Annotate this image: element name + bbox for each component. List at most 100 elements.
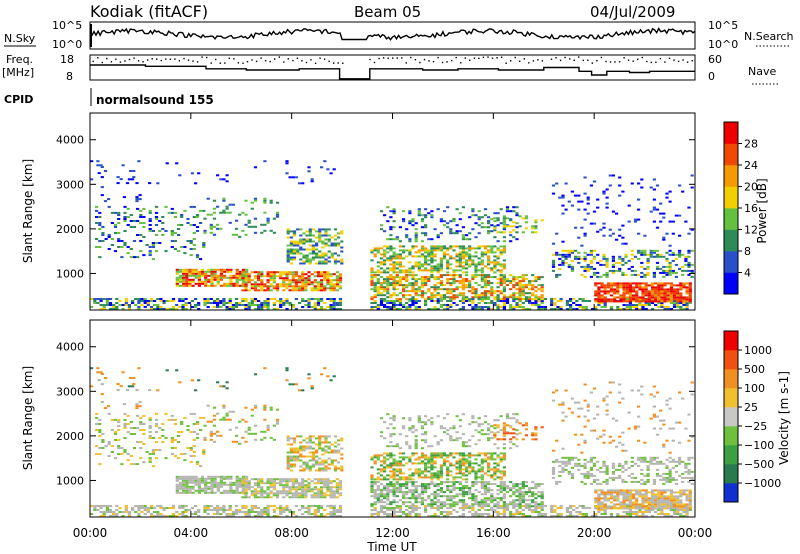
range-cell [307,511,311,513]
range-cell [414,507,418,509]
range-cell [490,286,494,289]
range-cell [154,216,159,218]
range-cell [304,273,308,276]
range-cell [442,458,447,461]
range-cell [452,464,456,467]
range-cell [398,515,402,517]
range-cell [625,298,629,300]
range-cell [315,230,319,233]
range-cell [430,214,434,217]
range-cell [499,292,503,295]
range-cell [398,269,402,272]
range-cell [311,465,315,468]
range-cell [170,437,174,439]
range-cell [502,225,506,228]
trace-dot [637,58,639,60]
range-cell [578,511,582,513]
range-cell [471,462,475,465]
range-cell [101,441,105,443]
range-cell [505,284,510,287]
range-cell [433,456,437,459]
range-cell [294,289,298,292]
range-cell [561,263,565,266]
range-cell [136,463,140,466]
range-cell [285,273,289,276]
range-cell [398,456,402,459]
range-cell [117,214,121,216]
range-cell [386,288,390,291]
range-cell [676,511,680,513]
range-cell [231,304,235,306]
range-cell [455,280,459,283]
range-cell [570,249,574,252]
range-cell [257,486,261,489]
range-cell [518,276,522,279]
range-cell [327,238,331,241]
range-cell [652,178,656,181]
range-cell [515,212,519,215]
range-cell [605,275,609,278]
trace-dot [605,60,607,63]
range-cell [171,308,176,310]
range-cell [512,284,516,287]
range-cell [206,300,210,302]
range-cell [379,304,384,306]
range-cell [159,513,163,515]
range-cell [202,449,206,451]
range-cell [320,166,324,169]
range-cell [528,300,532,302]
range-cell [162,507,166,509]
range-cell [229,491,233,494]
range-cell [324,445,328,448]
range-cell [250,509,254,511]
range-cell [493,298,497,301]
range-cell [117,429,121,431]
range-cell [320,478,324,481]
range-cell [294,515,298,517]
range-cell [679,306,683,308]
range-cell [250,490,254,493]
range-cell [279,507,283,509]
range-cell [226,282,230,285]
range-cell [531,231,535,234]
range-cell [310,273,314,276]
range-cell [637,273,641,276]
range-cell [235,274,239,277]
range-cell [311,435,315,438]
range-cell [238,304,242,306]
range-cell [210,274,214,277]
range-cell [195,226,200,228]
range-cell [228,308,232,310]
range-cell [90,505,94,507]
range-cell [496,294,500,297]
range-cell [392,294,396,297]
range-cell [452,296,456,299]
range-cell [402,284,406,287]
range-cell [191,272,195,275]
trace-dot [192,60,194,62]
range-cell [316,273,321,276]
range-cell [324,252,328,255]
range-cell [165,507,169,509]
range-cell [102,511,106,513]
range-cell [487,249,491,252]
range-cell [204,491,208,494]
range-cell [386,267,390,270]
range-cell [480,286,484,289]
range-cell [480,476,484,479]
range-cell [449,292,453,295]
range-cell [98,211,102,214]
range-cell [148,254,152,257]
range-cell [487,515,491,517]
range-cell [244,233,248,236]
range-cell [458,259,462,262]
range-cell [124,511,128,513]
range-cell [411,220,415,223]
range-cell [272,515,276,517]
range-cell [266,302,270,304]
range-cell [499,222,503,225]
range-cell [315,248,319,251]
range-cell [279,285,283,288]
range-cell [117,246,121,248]
range-cell [417,210,421,213]
